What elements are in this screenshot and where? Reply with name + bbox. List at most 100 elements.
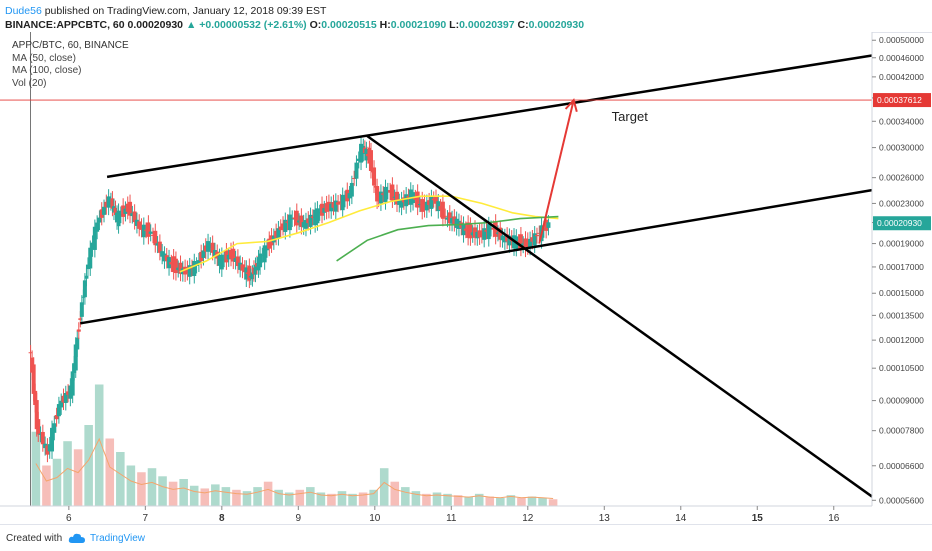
candle-body (45, 445, 50, 455)
volume-bar (263, 481, 273, 506)
candle-body (50, 427, 55, 452)
tradingview-brand-link[interactable]: TradingView (90, 533, 146, 544)
candle-body (417, 204, 422, 206)
author-link[interactable]: Dude56 (5, 5, 42, 17)
candle-body (187, 265, 192, 277)
candle-body (392, 196, 397, 198)
trend-line[interactable] (80, 188, 873, 325)
volume-bar (126, 465, 136, 506)
candle-body (84, 275, 89, 279)
candle-body (52, 423, 57, 433)
candle-body (385, 190, 390, 192)
candle-body (306, 218, 311, 224)
price-axis-label: 0.00017000 (879, 262, 924, 272)
candle-body (546, 222, 551, 228)
candle-body (262, 245, 267, 263)
time-axis-label: 8 (219, 513, 225, 524)
candle-body (155, 243, 160, 246)
candle-body (73, 344, 78, 371)
candle-body (397, 200, 402, 205)
price-change: ▲ +0.00000532 (+2.61%) (185, 19, 307, 31)
volume-bar (496, 497, 505, 506)
candle-body (260, 255, 265, 257)
candle-body (104, 201, 109, 208)
low-label: L: (449, 19, 460, 31)
legend-vol[interactable]: Vol (20) (12, 77, 47, 89)
candle-body (43, 443, 48, 449)
candle-body (491, 227, 496, 230)
candle-body (110, 198, 115, 209)
candle-body (287, 214, 292, 231)
candle-body (212, 250, 217, 257)
candle-body (383, 186, 388, 203)
trend-line[interactable] (106, 54, 873, 179)
candle-body (434, 196, 438, 204)
candle-body (79, 302, 84, 317)
volume-bar (538, 497, 547, 506)
volume-bar (158, 476, 167, 506)
candle-body (56, 404, 61, 417)
price-axis-label: 0.00046000 (879, 53, 924, 63)
candle-body (208, 244, 213, 248)
volume-bar (295, 489, 305, 506)
candle-body (106, 196, 111, 208)
trend-line[interactable] (366, 134, 873, 498)
candle-body (178, 262, 183, 274)
target-annotation[interactable]: Target (612, 109, 649, 124)
candle-body (276, 228, 281, 239)
candle-body (113, 207, 118, 215)
indicator-legend: APPC/BTC, 60, BINANCE MA (50, close) MA … (12, 40, 129, 90)
candle-body (532, 233, 537, 246)
candle-body (183, 266, 188, 275)
candle-body (78, 318, 83, 320)
candle-body (443, 215, 448, 217)
volume-bar (52, 458, 62, 506)
candle-body (144, 229, 149, 231)
candle-body (231, 248, 236, 262)
candle-body (68, 385, 73, 399)
target-arrow-shaft[interactable] (538, 99, 575, 244)
candle-body (36, 419, 41, 435)
candle-body (544, 219, 549, 231)
price-chart[interactable]: Target 0.00050000 0.00046000 0.00042000 0.00… (0, 32, 932, 524)
candle-body (59, 400, 64, 408)
candle-body (461, 223, 466, 236)
candle-body (299, 215, 304, 227)
candle-body (283, 219, 288, 232)
legend-ma50[interactable]: MA (50, close) (12, 52, 76, 64)
candle-body (422, 201, 427, 210)
volume-bar (506, 495, 516, 506)
candle-body (97, 217, 102, 223)
candle-body (315, 208, 320, 224)
candle-body (518, 234, 523, 249)
price-axis-label: 0.00007800 (879, 426, 924, 436)
candle-body (489, 227, 494, 230)
current-price-label: 0.00020930 (877, 218, 922, 228)
volume-bar (548, 499, 558, 506)
candle-body (427, 200, 432, 206)
candle-body (463, 228, 468, 231)
open-value: 0.00020515 (321, 19, 377, 31)
candle-body (308, 214, 313, 227)
price-axis-label: 0.00023000 (879, 198, 924, 208)
candle-body (217, 255, 222, 266)
publish-line: Dude56 published on TradingView.com, Jan… (5, 5, 326, 17)
price-axis-label: 0.00042000 (879, 72, 924, 82)
candle-body (452, 216, 457, 225)
legend-ma100[interactable]: MA (100, close) (12, 65, 82, 76)
volume-bar (84, 425, 93, 506)
candle-body (118, 213, 123, 216)
candle-body (63, 393, 68, 403)
time-axis-label: 10 (369, 513, 381, 524)
candle-body (219, 254, 224, 270)
candle-body (132, 211, 137, 223)
candle-body (258, 253, 263, 268)
candle-body (240, 264, 245, 271)
candle-body (150, 234, 155, 236)
volume-bar (137, 472, 146, 506)
candle-body (139, 225, 144, 230)
volume-bar (63, 441, 72, 506)
candle-body (477, 230, 482, 238)
candle-body (440, 201, 445, 219)
time-axis-label: 9 (296, 513, 302, 524)
